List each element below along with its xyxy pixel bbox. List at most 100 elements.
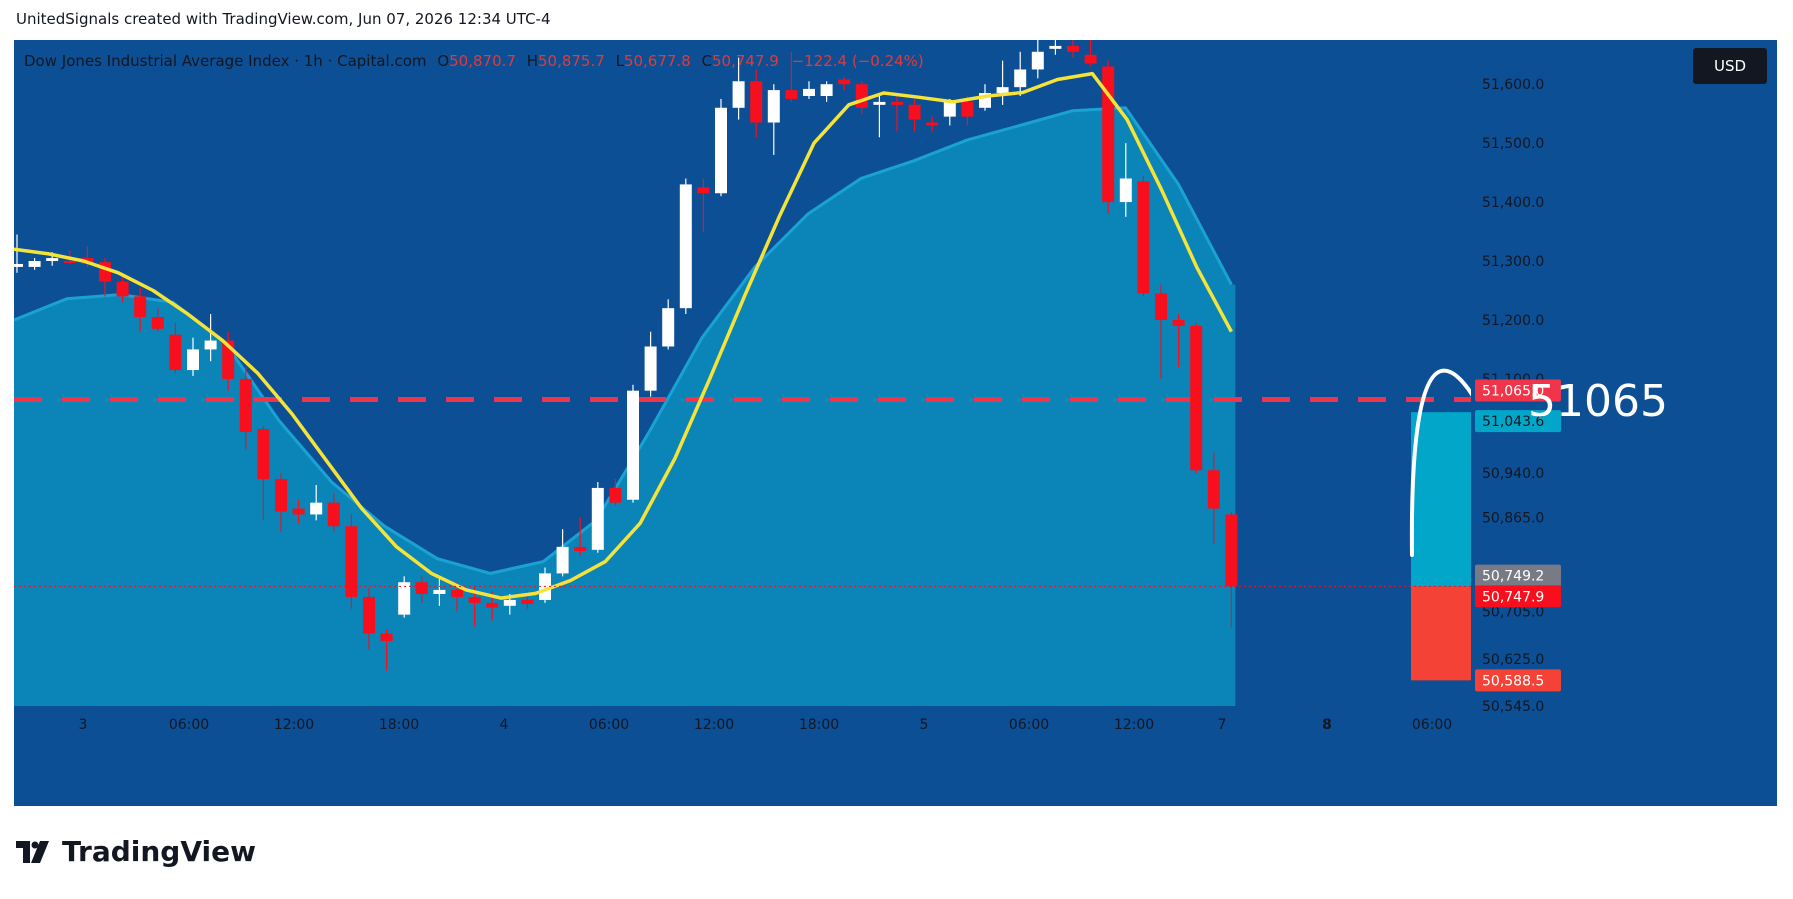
candle-body (715, 107, 727, 194)
candle-body (363, 596, 375, 634)
currency-button[interactable]: USD (1693, 48, 1767, 84)
candle-body (1084, 54, 1097, 64)
candle-body (855, 84, 868, 108)
candle-body (415, 582, 428, 595)
candle-body (1119, 178, 1132, 203)
candle-body (627, 390, 639, 500)
candle-body (345, 526, 358, 597)
candle-body (908, 104, 921, 120)
time-axis-label: 12:00 (274, 717, 314, 733)
high-label: H (526, 52, 538, 70)
time-axis-label: 12:00 (694, 717, 734, 733)
target-price-annotation: 51065 (1528, 376, 1668, 427)
candle-body (169, 334, 182, 371)
price-axis-label: 51,600.0 (1482, 77, 1544, 93)
time-axis-label: 18:00 (379, 717, 419, 733)
candle-body (750, 81, 763, 123)
low-value: 50,677.8 (623, 52, 691, 70)
price-label-text: 51,065.0 (1482, 384, 1544, 400)
price-label-text: 51,043.6 (1482, 414, 1544, 430)
candle-body (46, 258, 59, 262)
candle-body (1014, 69, 1027, 88)
time-axis-label: 4 (500, 717, 509, 733)
tradingview-brand-text: TradingView (62, 835, 256, 868)
candle-body (398, 582, 411, 615)
time-axis-label: 3 (79, 717, 88, 733)
candle-body (14, 263, 23, 267)
candle-body (310, 502, 323, 515)
time-axis-label: 06:00 (1412, 717, 1452, 733)
price-label-text: 50,588.5 (1482, 673, 1544, 689)
candle-body (1049, 45, 1062, 49)
time-axis-label: 18:00 (799, 717, 839, 733)
candle-body (662, 308, 675, 347)
attribution-header: UnitedSignals created with TradingView.c… (16, 10, 551, 28)
candle-body (644, 346, 657, 391)
candle-body (292, 508, 305, 515)
candle-body (926, 122, 939, 126)
symbol-legend: Dow Jones Industrial Average Index · 1h … (24, 52, 924, 70)
candle-body (697, 187, 710, 194)
price-axis-label: 51,300.0 (1482, 254, 1544, 270)
price-axis-label: 50,940.0 (1482, 466, 1544, 482)
candle-body (961, 101, 974, 117)
tradingview-logo-icon (16, 840, 49, 863)
time-axis-label: 12:00 (1114, 717, 1154, 733)
price-axis-label: 51,200.0 (1482, 313, 1544, 329)
close-label: C (701, 52, 712, 70)
price-axis-label: 51,500.0 (1482, 136, 1544, 152)
time-axis-label: 5 (920, 717, 929, 733)
candle-body (187, 349, 199, 371)
candle-body (116, 281, 129, 297)
open-value: 50,870.7 (449, 52, 516, 70)
candle-body (785, 90, 798, 99)
price-label-text: 50,749.2 (1482, 569, 1544, 585)
candle-body (1190, 325, 1203, 471)
price-axis-label: 50,625.0 (1482, 652, 1544, 668)
close-value: 50,747.9 (711, 52, 779, 70)
candle-body (873, 101, 886, 105)
candle-body (28, 261, 41, 267)
candle-body (943, 101, 956, 117)
candle-body (468, 596, 481, 603)
candle-body (433, 589, 446, 595)
candle-body (151, 317, 164, 329)
candle-body (275, 479, 287, 512)
time-axis-label: 06:00 (1009, 717, 1049, 733)
open-label: O (437, 52, 450, 70)
candle-body (1172, 319, 1185, 326)
candle-body (204, 340, 217, 350)
symbol-name: Dow Jones Industrial Average Index · 1h … (24, 52, 427, 70)
price-axis-label: 50,705.0 (1482, 605, 1544, 621)
candle-body (1225, 514, 1238, 587)
candle-body (591, 487, 604, 550)
price-label-tag (1475, 564, 1561, 587)
low-label: L (615, 52, 624, 70)
candle-body (1031, 51, 1044, 70)
time-axis-label: 7 (1218, 717, 1227, 733)
change-value: −122.4 (−0.24%) (791, 52, 924, 70)
candle-body (609, 487, 622, 503)
high-value: 50,875.7 (537, 52, 605, 70)
candle-body (679, 184, 692, 309)
price-axis-label: 50,545.0 (1482, 699, 1544, 715)
candle-body (996, 87, 1009, 94)
candle-body (1207, 470, 1220, 509)
candle-body (732, 81, 745, 108)
price-chart[interactable]: 51,600.0 51,500.0 51,400.0 51,300.0 51,200.0… (14, 40, 1777, 806)
candle-body (574, 546, 587, 551)
candle-body (1067, 45, 1079, 52)
moving-average-area (14, 107, 1236, 707)
tradingview-logo[interactable]: TradingView (16, 835, 256, 868)
candle-body (1155, 293, 1167, 320)
candle-body (1137, 181, 1150, 294)
price-axis-label: 50,865.0 (1482, 510, 1544, 526)
price-label-tag (1475, 585, 1561, 608)
candle-body (521, 599, 534, 605)
candle-body (820, 84, 833, 96)
time-axis-label: 06:00 (169, 717, 209, 733)
candle-body (327, 502, 340, 527)
price-label-tag (1475, 669, 1561, 692)
price-label-tag (1475, 410, 1561, 433)
time-axis-label: 8 (1322, 717, 1332, 733)
